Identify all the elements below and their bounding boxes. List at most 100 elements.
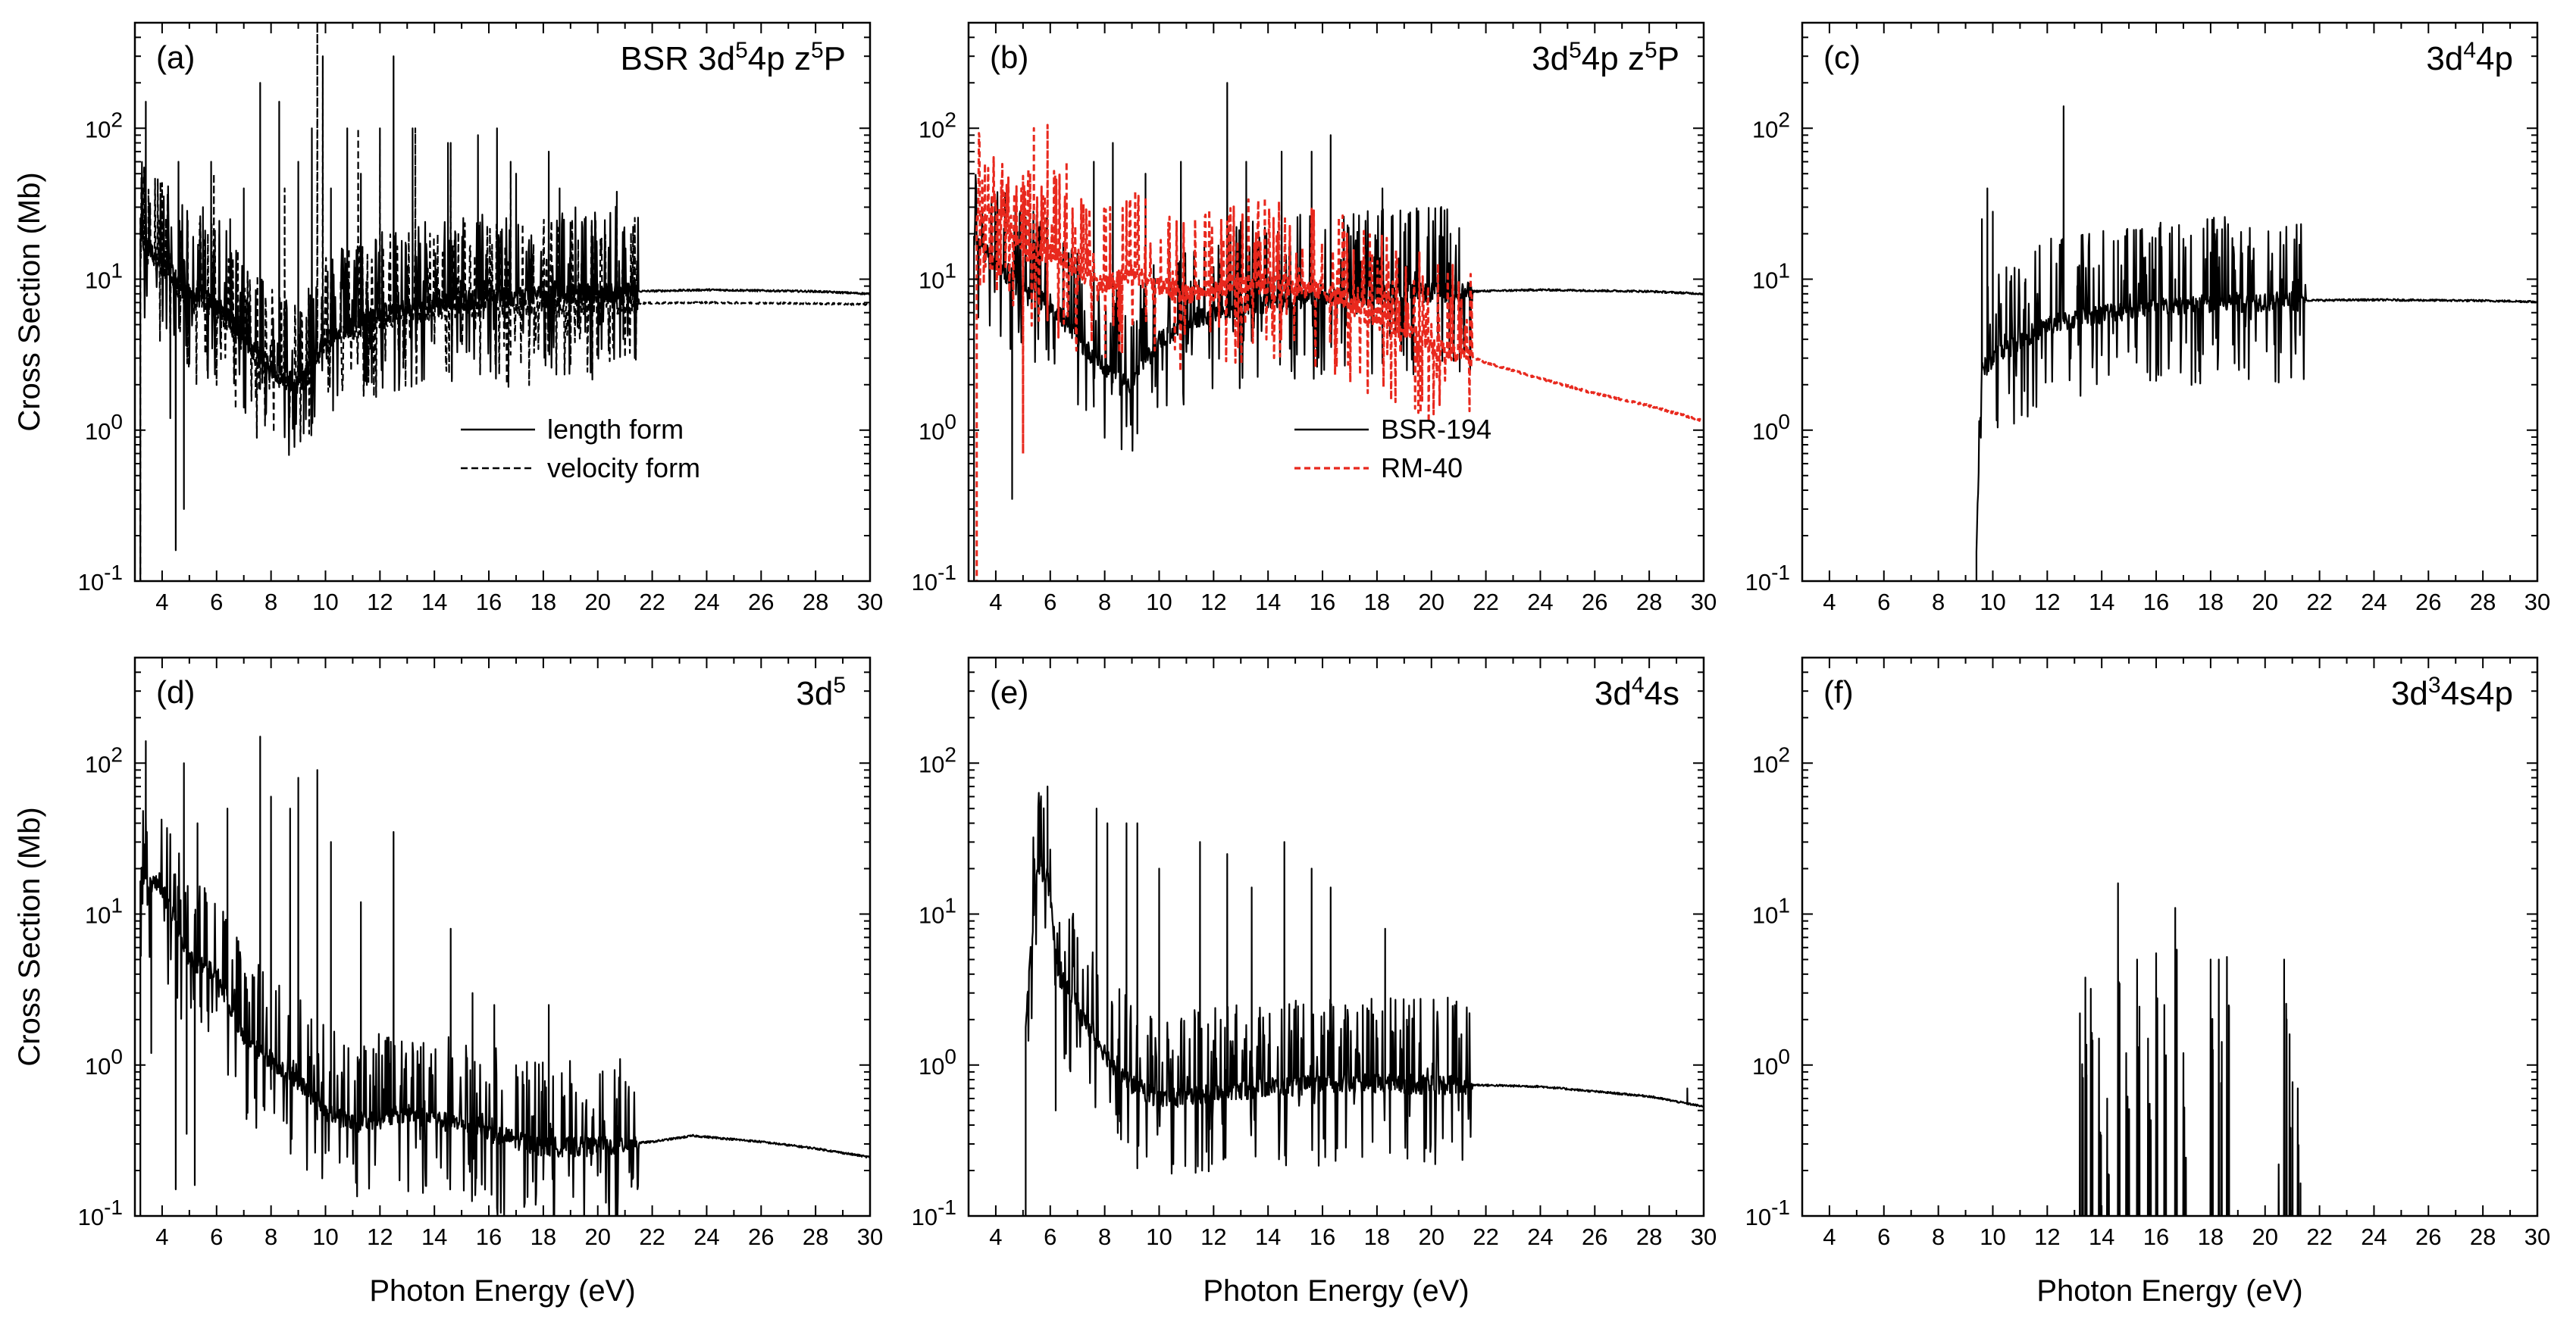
- panel-title-e: 3d44s: [1595, 673, 1679, 712]
- x-tick-label: 24: [1527, 589, 1553, 615]
- y-tick-label: 102: [1752, 742, 1790, 777]
- panel-f: 4 6 8 10 12 14 16 18 20 22 24 26 28 30 10-1 100 101 102 (f…: [1745, 656, 2550, 1308]
- x-tick-label: 6: [1877, 589, 1890, 615]
- x-tick-label: 18: [531, 1224, 556, 1250]
- series-line-c-0: [1975, 105, 2537, 581]
- x-tick-label: 12: [367, 589, 393, 615]
- y-axis-title: Cross Section (Mb): [13, 172, 46, 431]
- x-tick-label: 30: [1691, 1224, 1717, 1250]
- series-line-a-1: [139, 23, 870, 581]
- x-tick-label: 22: [639, 1224, 665, 1250]
- x-tick-label: 6: [210, 1224, 223, 1250]
- x-tick-label: 24: [693, 1224, 719, 1250]
- panel-letter-e: (e): [990, 674, 1028, 710]
- x-tick-label: 16: [1310, 589, 1335, 615]
- x-tick-label: 26: [1582, 589, 1607, 615]
- x-tick-label: 26: [748, 1224, 774, 1250]
- x-tick-label: 20: [584, 589, 610, 615]
- x-tick-label: 30: [2524, 589, 2550, 615]
- x-tick-label: 16: [2143, 589, 2169, 615]
- x-tick-label: 20: [2252, 1224, 2277, 1250]
- y-tick-label: 101: [919, 894, 956, 929]
- y-tick-label: 100: [919, 1045, 956, 1080]
- x-tick-label: 12: [1200, 1224, 1226, 1250]
- x-tick-label: 24: [693, 589, 719, 615]
- y-tick-label: 100: [85, 410, 123, 445]
- series-line-d-0: [139, 736, 870, 1216]
- x-tick-label: 4: [989, 1224, 1002, 1250]
- panel-letter-d: (d): [156, 674, 195, 710]
- x-tick-label: 8: [1098, 1224, 1111, 1250]
- x-tick-label: 4: [1823, 589, 1836, 615]
- y-tick-label: 102: [919, 108, 956, 142]
- x-tick-label: 14: [1255, 1224, 1281, 1250]
- x-tick-label: 18: [2198, 1224, 2224, 1250]
- y-tick-label: 102: [85, 742, 123, 777]
- x-tick-label: 16: [476, 589, 502, 615]
- x-tick-label: 10: [1146, 1224, 1172, 1250]
- x-tick-label: 28: [2470, 589, 2496, 615]
- x-tick-label: 8: [1098, 589, 1111, 615]
- x-axis-title: Photon Energy (eV): [369, 1274, 635, 1308]
- x-tick-label: 4: [155, 589, 168, 615]
- x-tick-label: 20: [1418, 589, 1444, 615]
- x-tick-label: 8: [264, 589, 277, 615]
- x-tick-label: 14: [421, 589, 447, 615]
- panel-letter-c: (c): [1823, 39, 1861, 75]
- x-tick-label: 24: [2361, 1224, 2387, 1250]
- x-tick-label: 26: [2415, 589, 2441, 615]
- x-tick-label: 10: [1980, 1224, 2005, 1250]
- y-tick-label: 10-1: [912, 1196, 956, 1230]
- x-tick-label: 20: [2252, 589, 2277, 615]
- x-tick-label: 14: [2089, 1224, 2114, 1250]
- x-tick-label: 14: [1255, 589, 1281, 615]
- x-tick-label: 28: [803, 1224, 828, 1250]
- x-tick-label: 6: [1044, 589, 1056, 615]
- x-tick-label: 10: [1146, 589, 1172, 615]
- panel-title-b: 3d54p z5P: [1532, 38, 1679, 77]
- x-tick-label: 28: [1636, 589, 1662, 615]
- y-tick-label: 100: [85, 1045, 123, 1080]
- y-tick-label: 101: [85, 894, 123, 929]
- x-tick-label: 30: [2524, 1224, 2550, 1250]
- x-tick-label: 20: [584, 1224, 610, 1250]
- x-tick-label: 22: [2306, 589, 2332, 615]
- y-tick-label: 10-1: [78, 561, 123, 595]
- legend-label: velocity form: [547, 452, 700, 483]
- x-tick-label: 30: [1691, 589, 1717, 615]
- x-tick-label: 16: [2143, 1224, 2169, 1250]
- x-tick-label: 30: [857, 1224, 883, 1250]
- panel-letter-f: (f): [1823, 674, 1854, 710]
- series-line-e-0: [1025, 786, 1704, 1216]
- panel-title-f: 3d34s4p: [2391, 673, 2513, 712]
- x-tick-label: 22: [1473, 589, 1498, 615]
- panel-d: 4 6 8 10 12 14 16 18 20 22 24 26 28 30 10-1 100 101 102 (d…: [13, 656, 883, 1308]
- y-tick-label: 10-1: [1745, 561, 1790, 595]
- x-tick-label: 22: [2306, 1224, 2332, 1250]
- y-tick-label: 102: [85, 108, 123, 142]
- x-tick-label: 4: [155, 1224, 168, 1250]
- x-tick-label: 6: [1877, 1224, 1890, 1250]
- panel-b: 4 6 8 10 12 14 16 18 20 22 24 26 28 30 10-1 100 101 102 (b…: [912, 21, 1717, 615]
- x-tick-label: 6: [210, 589, 223, 615]
- y-tick-label: 101: [85, 259, 123, 294]
- x-tick-label: 18: [531, 589, 556, 615]
- x-tick-label: 26: [748, 589, 774, 615]
- series-line-b-0: [973, 82, 1704, 581]
- panel-c: 4 6 8 10 12 14 16 18 20 22 24 26 28 30 10-1 100 101 102 (c…: [1745, 21, 2550, 615]
- x-tick-label: 14: [2089, 589, 2114, 615]
- y-tick-label: 100: [1752, 1045, 1790, 1080]
- x-tick-label: 18: [2198, 589, 2224, 615]
- x-tick-label: 10: [1980, 589, 2005, 615]
- x-tick-label: 18: [1364, 1224, 1390, 1250]
- x-tick-label: 12: [367, 1224, 393, 1250]
- panel-title-c: 3d44p: [2426, 38, 2513, 77]
- x-tick-label: 26: [2415, 1224, 2441, 1250]
- y-tick-label: 10-1: [912, 561, 956, 595]
- x-tick-label: 28: [1636, 1224, 1662, 1250]
- legend-label: length form: [547, 414, 684, 445]
- plot-frame-f: [1801, 656, 2539, 1217]
- legend-label: BSR-194: [1381, 414, 1491, 445]
- x-tick-label: 4: [989, 589, 1002, 615]
- x-tick-label: 8: [1932, 1224, 1945, 1250]
